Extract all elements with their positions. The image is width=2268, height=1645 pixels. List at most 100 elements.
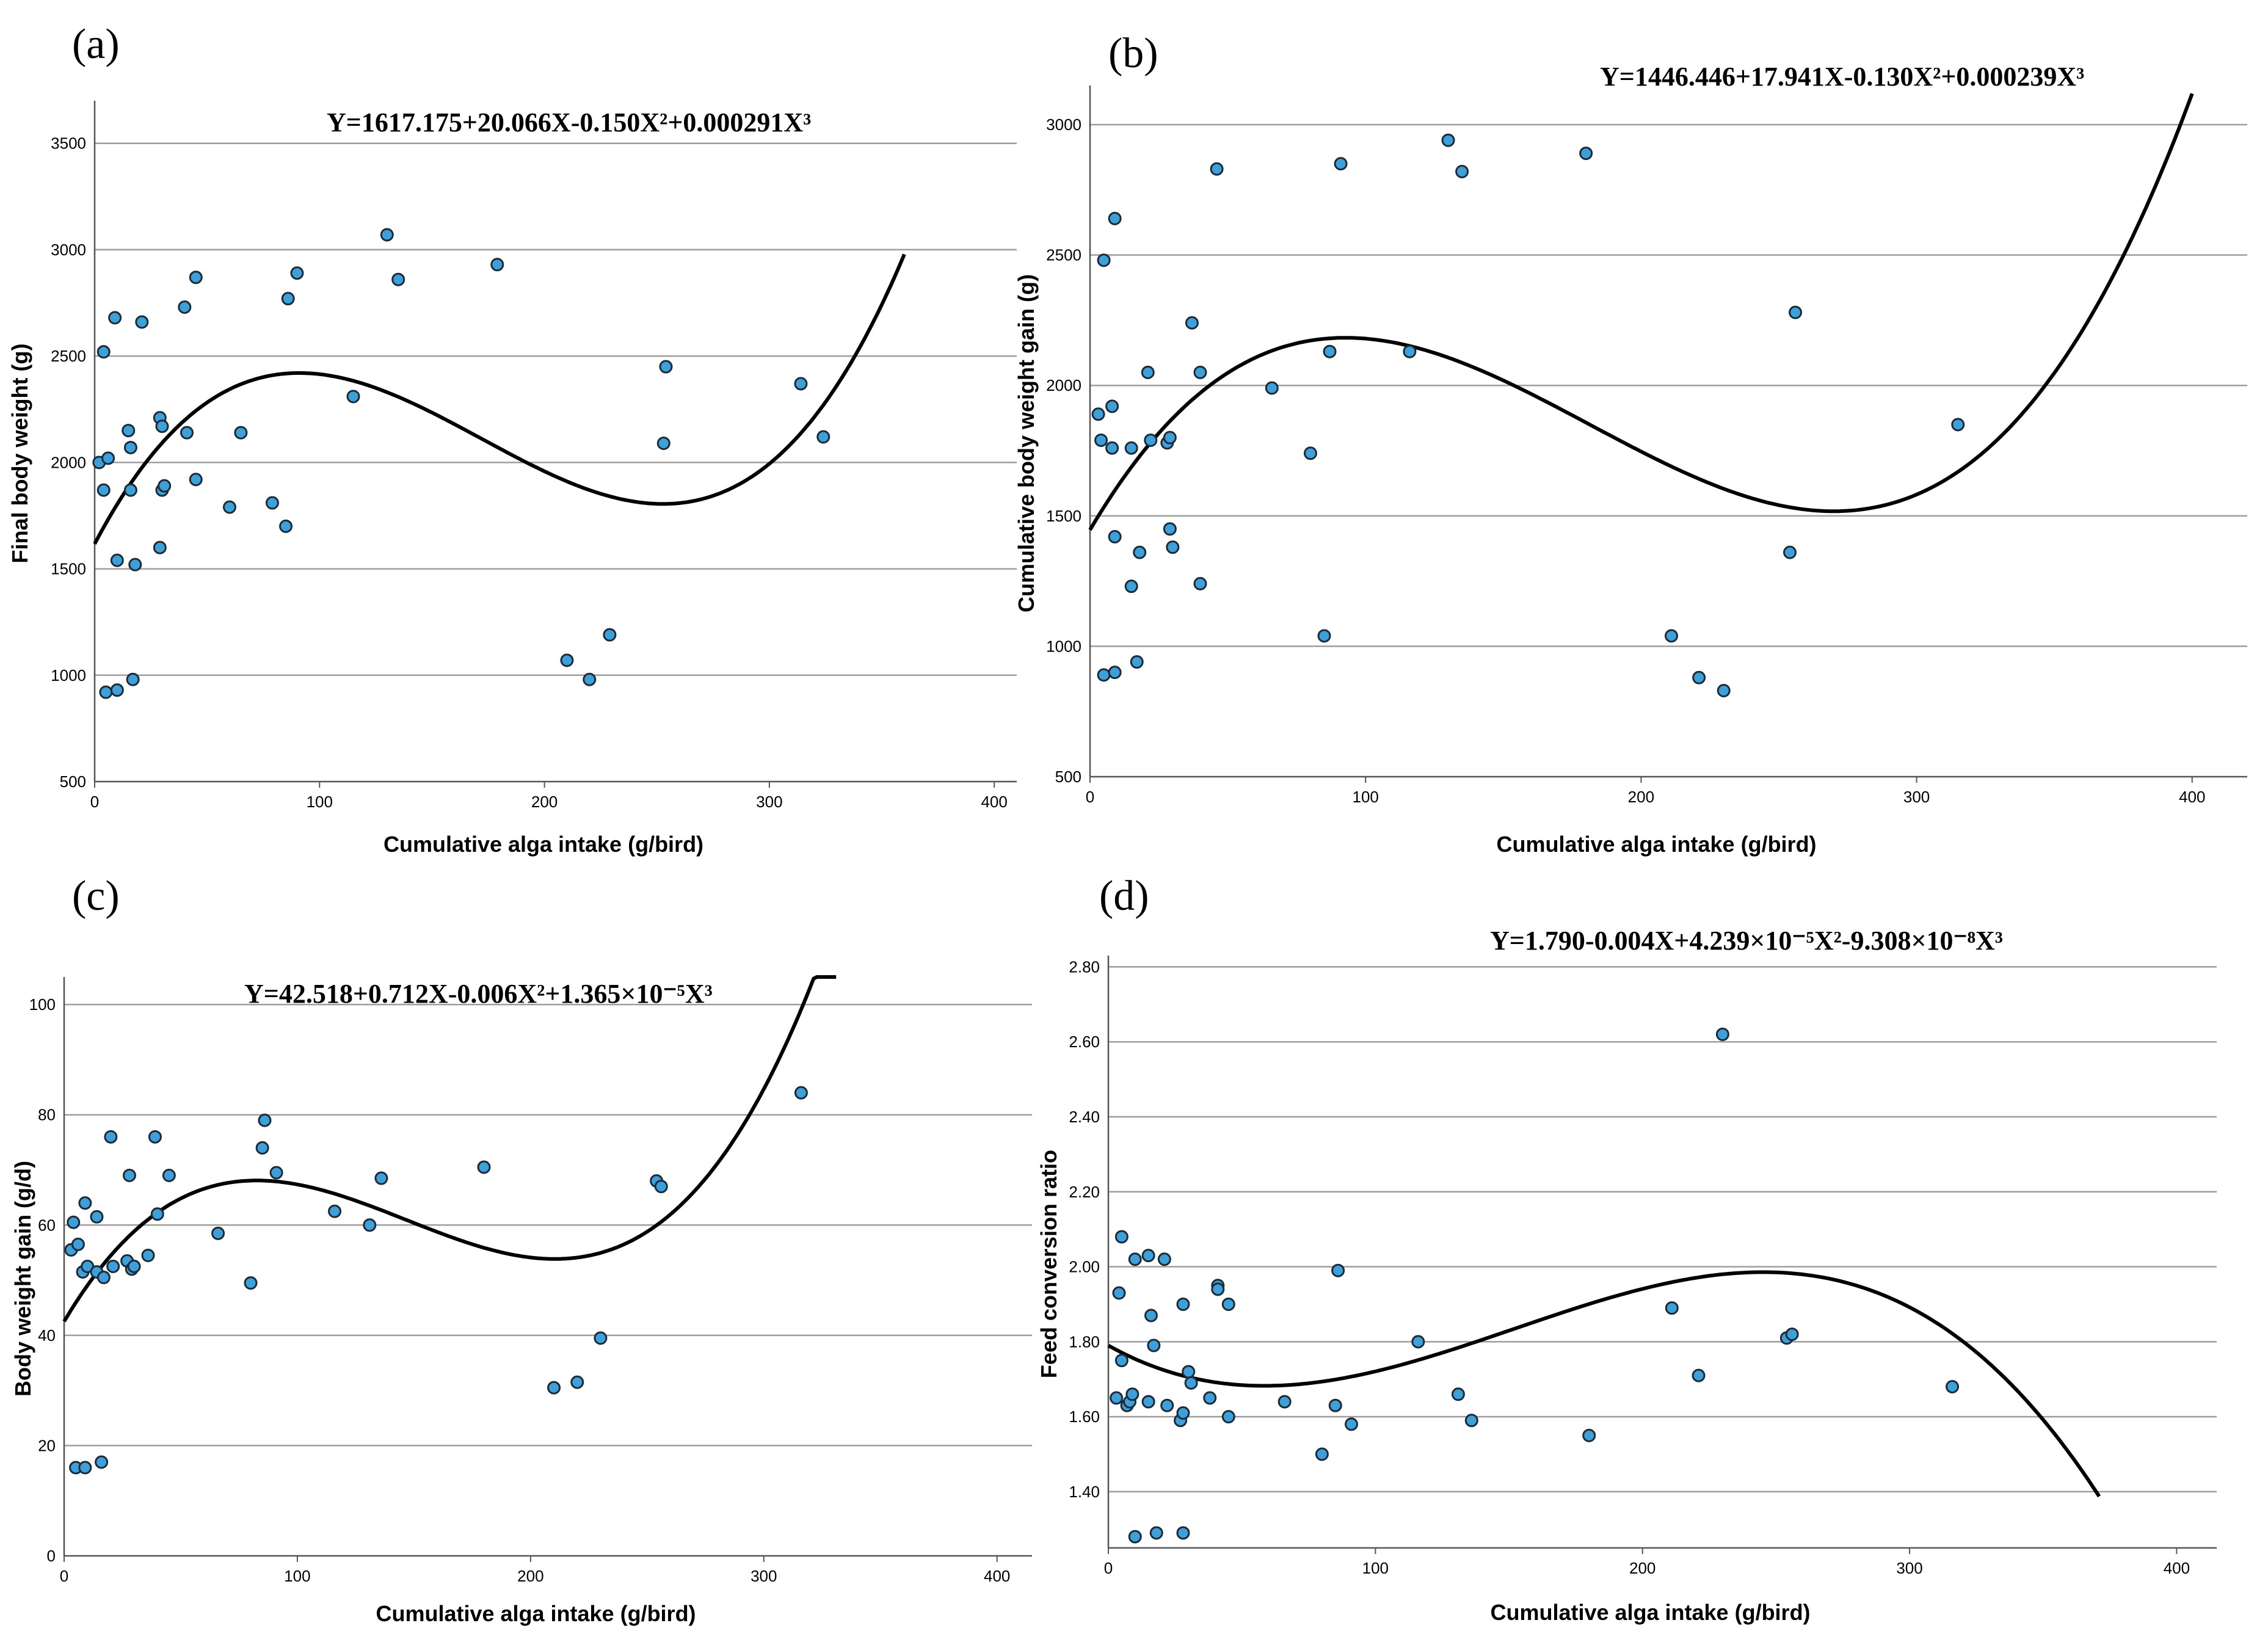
x-tick-label-c-2: 200: [517, 1567, 543, 1585]
y-tick-label-a-0: 500: [60, 772, 86, 791]
x-tick-label-c-3: 300: [751, 1567, 777, 1585]
data-point-b-21: [1193, 576, 1207, 590]
data-point-c-6: [78, 1461, 92, 1475]
data-point-b-24: [1303, 446, 1317, 460]
chart-panel-b: 500 1000 1500 2000 2500 3000 0 100 200 300 400 Cumu…: [1014, 30, 2247, 857]
data-point-b-34: [1717, 684, 1731, 698]
x-axis-label-d: Cumulative alga intake (g/bird): [1490, 1600, 1810, 1625]
regression-equation-d: Y=1.790-0.004X+4.239×10⁻⁵X²-9.308×10⁻⁸X³: [1490, 926, 2003, 956]
y-tick-label-a-6: 3500: [51, 134, 86, 153]
y-tick-label-c-5: 100: [29, 995, 56, 1014]
x-tick-label-b-2: 200: [1628, 788, 1654, 806]
data-point-b-19: [1185, 316, 1199, 330]
data-point-a-11: [126, 672, 140, 686]
fit-curve-b: [1088, 93, 2194, 531]
data-point-b-20: [1193, 365, 1207, 379]
data-point-a-5: [108, 311, 122, 325]
data-point-b-33: [1692, 670, 1706, 685]
data-point-b-36: [1789, 305, 1803, 319]
y-tick-label-b-2: 1500: [1046, 507, 1081, 525]
data-point-c-18: [141, 1248, 155, 1262]
panel-label-a: (a): [72, 21, 120, 68]
data-point-c-10: [95, 1455, 109, 1469]
data-point-d-7: [1128, 1252, 1142, 1266]
data-point-a-25: [265, 496, 279, 510]
data-point-a-26: [279, 519, 293, 533]
data-point-a-27: [281, 292, 295, 306]
data-point-a-30: [380, 228, 394, 242]
data-point-d-15: [1160, 1398, 1174, 1412]
data-point-a-22: [189, 473, 203, 487]
data-point-c-8: [90, 1210, 104, 1224]
data-point-c-29: [374, 1171, 388, 1185]
data-point-d-24: [1211, 1282, 1225, 1296]
regression-equation-c: Y=42.518+0.712X-0.006X²+1.365×10⁻⁵X³: [244, 979, 713, 1009]
data-point-d-18: [1176, 1297, 1190, 1311]
y-tick-label-a-2: 1500: [51, 560, 86, 578]
y-tick-label-c-2: 40: [38, 1326, 56, 1345]
y-axis-label-a: Final body weight (g): [7, 344, 32, 564]
data-point-d-37: [1692, 1368, 1706, 1382]
data-point-b-9: [1124, 579, 1138, 594]
data-point-a-34: [583, 672, 597, 686]
data-point-b-0: [1091, 407, 1105, 421]
y-tick-label-b-1: 1000: [1046, 637, 1081, 655]
x-axis-label-c: Cumulative alga intake (g/bird): [376, 1601, 696, 1626]
y-axis-label-d: Feed conversion ratio: [1036, 1150, 1061, 1378]
data-point-b-16: [1163, 430, 1177, 445]
data-point-a-36: [656, 436, 671, 450]
chart-panel-d: 1.40 1.60 1.80 2.00 2.20 2.40 2.60 2.80 0 100 200 3…: [1036, 873, 2217, 1625]
data-point-a-7: [110, 683, 124, 697]
y-tick-label-d-1: 1.60: [1069, 1407, 1100, 1426]
data-point-b-12: [1133, 545, 1147, 559]
data-point-d-13: [1149, 1526, 1163, 1540]
data-point-d-40: [1785, 1327, 1799, 1342]
x-tick-label-c-1: 100: [284, 1567, 310, 1585]
data-point-d-11: [1144, 1309, 1158, 1323]
data-point-c-22: [211, 1226, 225, 1240]
data-point-d-41: [1946, 1380, 1960, 1394]
data-point-b-6: [1108, 211, 1122, 225]
data-point-c-28: [363, 1218, 377, 1232]
x-tick-label-a-4: 400: [981, 793, 1007, 811]
data-point-a-35: [603, 628, 617, 642]
data-point-c-12: [104, 1130, 118, 1144]
data-point-d-34: [1464, 1414, 1478, 1428]
fit-curve-c: [62, 975, 837, 1323]
data-point-c-24: [255, 1141, 269, 1155]
y-tick-label-c-4: 80: [38, 1106, 56, 1124]
x-tick-label-d-3: 300: [1896, 1559, 1922, 1577]
data-point-a-33: [560, 653, 574, 667]
x-tick-label-d-1: 100: [1362, 1559, 1389, 1577]
data-point-b-25: [1317, 629, 1331, 643]
data-point-b-26: [1323, 344, 1337, 358]
data-point-a-10: [123, 483, 137, 497]
data-point-b-32: [1665, 629, 1679, 643]
data-point-b-22: [1210, 162, 1224, 176]
data-point-d-27: [1278, 1395, 1292, 1409]
data-point-d-19: [1176, 1526, 1190, 1540]
y-tick-label-d-0: 1.40: [1069, 1483, 1100, 1501]
x-tick-label-d-4: 400: [2164, 1559, 2190, 1577]
data-point-c-3: [71, 1237, 85, 1251]
fit-curve-d: [1107, 1270, 2101, 1498]
data-point-d-6: [1125, 1387, 1139, 1401]
data-point-b-5: [1105, 441, 1119, 455]
data-point-c-33: [594, 1331, 608, 1345]
x-tick-label-b-0: 0: [1086, 788, 1094, 806]
data-point-d-36: [1665, 1301, 1679, 1315]
data-point-d-12: [1147, 1338, 1161, 1353]
data-point-a-38: [794, 377, 808, 391]
y-tick-label-d-3: 2.00: [1069, 1258, 1100, 1276]
data-point-d-22: [1203, 1391, 1217, 1405]
data-point-a-24: [234, 426, 248, 440]
data-point-b-31: [1579, 147, 1593, 161]
data-point-a-9: [123, 440, 137, 454]
x-tick-label-b-4: 400: [2179, 788, 2205, 806]
y-tick-label-c-0: 0: [47, 1547, 56, 1565]
y-tick-label-d-6: 2.60: [1069, 1033, 1100, 1051]
data-point-d-26: [1221, 1410, 1235, 1424]
x-tick-label-b-1: 100: [1352, 788, 1378, 806]
data-point-c-1: [67, 1215, 81, 1229]
data-point-d-31: [1344, 1417, 1358, 1431]
